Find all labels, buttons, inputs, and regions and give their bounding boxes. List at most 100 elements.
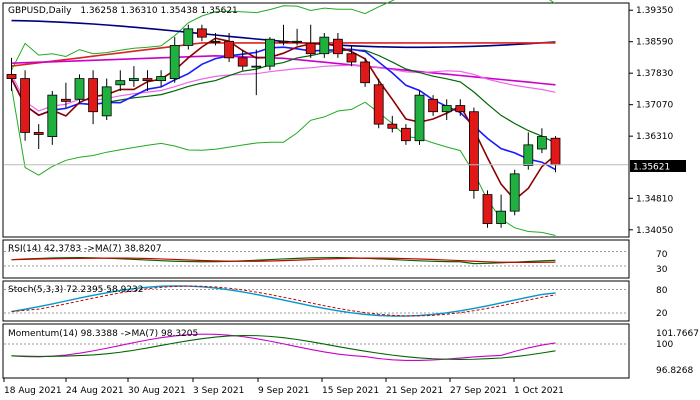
candle (251, 49, 262, 96)
candle-body (373, 84, 384, 125)
candle (74, 74, 85, 104)
rsi-lines (4, 251, 628, 267)
price-tick-label: 1.37830 (636, 69, 673, 79)
candle (142, 70, 153, 91)
candle (509, 169, 520, 216)
momentum-ma-line (11, 334, 556, 361)
candle-body (115, 80, 126, 86)
candle-body (468, 111, 479, 191)
candle (414, 91, 425, 145)
rsi-ma-line (11, 257, 556, 264)
main-price-panel[interactable] (2, 2, 630, 238)
candle (360, 57, 371, 87)
time-tick-label: 18 Aug 2021 (4, 386, 62, 396)
candle (537, 128, 547, 154)
chart-title: GBPUSD,Daily 1.36258 1.36310 1.35438 1.3… (8, 6, 238, 16)
candle-body (6, 74, 17, 79)
time-axis: 18 Aug 2021 24 Aug 2021 30 Aug 2021 3 Sep 2… (3, 378, 564, 396)
candle (346, 45, 357, 67)
candle-body (305, 42, 316, 55)
candle-body (33, 132, 44, 135)
time-tick-label: 30 Aug 2021 (128, 386, 186, 396)
candle (47, 91, 58, 145)
candle (441, 99, 452, 120)
candle-body (482, 194, 493, 224)
candle-body (441, 105, 452, 113)
candle-body (61, 98, 71, 102)
momentum-lines (4, 333, 628, 361)
candle-body (237, 57, 248, 67)
candle-body (20, 78, 31, 133)
candle (428, 95, 439, 116)
candle-body (74, 78, 85, 100)
candle (468, 107, 479, 199)
candle-body (387, 123, 398, 129)
candle (61, 82, 71, 108)
candle (237, 49, 248, 71)
momentum-panel[interactable] (2, 323, 630, 379)
time-tick-label: 24 Aug 2021 (66, 386, 124, 396)
candle-body (414, 94, 425, 142)
candle-body (550, 137, 561, 166)
price-axis: 1.39350 1.38590 1.37830 1.37070 1.36310 1.348… (629, 6, 673, 236)
candle-body (292, 40, 303, 43)
rsi-label: RSI(14) 42.3783 ->MA(7) 38.8207 (8, 244, 162, 254)
candle-body (428, 98, 439, 113)
time-tick-label: 27 Sep 2021 (450, 386, 507, 396)
candle (101, 78, 112, 120)
candle-body (224, 40, 235, 59)
momentum-level-100: 100 (656, 340, 673, 350)
time-tick-label: 3 Sep 2021 (193, 386, 244, 396)
candle (20, 70, 31, 141)
candle-body (319, 36, 330, 55)
time-tick-label: 15 Sep 2021 (322, 386, 379, 396)
time-tick-label: 9 Sep 2021 (258, 386, 309, 396)
candle-body (455, 105, 466, 113)
price-tick-label: 1.34810 (636, 194, 673, 204)
candle (387, 115, 398, 133)
bollinger-upper (11, 0, 556, 71)
price-tick-label: 1.36310 (636, 132, 673, 142)
candle (264, 37, 275, 71)
candles (6, 24, 561, 228)
candle-body (47, 94, 58, 137)
candle-body (88, 78, 98, 113)
candle (278, 24, 289, 46)
candle-body (346, 53, 357, 63)
stoch-panel[interactable] (2, 280, 630, 322)
candle-body (523, 144, 534, 166)
candle (523, 132, 534, 170)
ma-magenta-line (11, 54, 556, 86)
rsi-level-30: 30 (656, 265, 668, 275)
rsi-level-70: 70 (656, 250, 668, 260)
candle-body (142, 78, 153, 82)
candle-body (400, 127, 411, 142)
candle (482, 190, 493, 228)
candle-body (101, 86, 112, 117)
candle-body (196, 28, 207, 38)
candle (332, 33, 343, 58)
time-tick-label: 21 Sep 2021 (386, 386, 443, 396)
price-tick-label: 1.39350 (636, 6, 673, 16)
candle-body (332, 38, 343, 55)
candle (33, 124, 44, 149)
candle-body (128, 78, 139, 82)
candle (319, 33, 330, 58)
candle-body (278, 40, 289, 43)
momentum-label: Momentum(14) 98.3388 ->MA(7) 98.3205 (8, 329, 198, 339)
candle-body (183, 28, 194, 46)
candle (305, 24, 316, 58)
current-price-value: 1.35621 (633, 163, 670, 173)
price-tick-label: 1.38590 (636, 38, 673, 48)
moving-averages (10, 0, 557, 236)
candle (6, 57, 17, 91)
candle (156, 70, 167, 87)
stoch-signal-line (11, 285, 556, 317)
candle (400, 124, 411, 145)
time-tick-label: 1 Oct 2021 (514, 386, 564, 396)
candle (373, 78, 384, 129)
momentum-line (11, 333, 556, 361)
stoch-label: Stoch(5,3,3) 72.2395 58.9232 (8, 285, 143, 295)
candle (210, 33, 221, 46)
